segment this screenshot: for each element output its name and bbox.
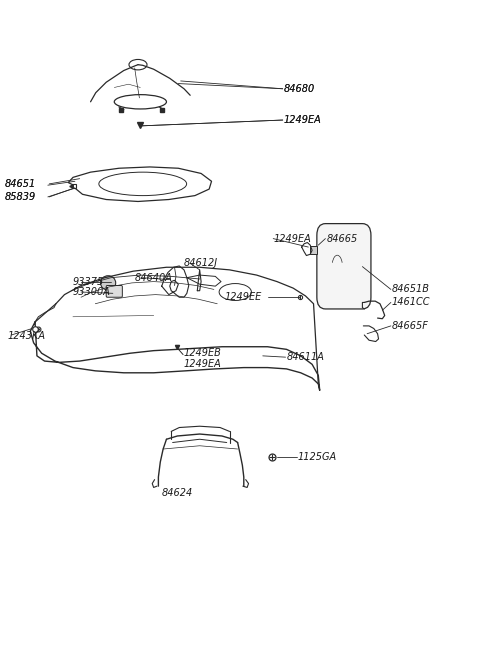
Text: 93375: 93375 — [73, 277, 104, 286]
Text: 85839: 85839 — [5, 192, 36, 202]
FancyBboxPatch shape — [310, 246, 317, 254]
Text: 1243KA: 1243KA — [8, 331, 46, 342]
Text: 1249EA: 1249EA — [284, 115, 322, 125]
Text: 1249EA: 1249EA — [284, 115, 322, 125]
Text: 84651B: 84651B — [392, 284, 430, 294]
Text: 1461CC: 1461CC — [392, 298, 431, 307]
Text: 84651: 84651 — [5, 179, 36, 189]
Text: 1249EA: 1249EA — [273, 234, 311, 244]
Text: 84612J: 84612J — [184, 258, 218, 268]
Text: 84665: 84665 — [326, 234, 358, 244]
FancyBboxPatch shape — [106, 286, 122, 297]
Text: 93300A: 93300A — [73, 287, 111, 297]
Text: 1249EE: 1249EE — [225, 292, 262, 302]
Text: 1125GA: 1125GA — [298, 453, 337, 463]
Text: 1249EA: 1249EA — [184, 359, 222, 369]
Text: 84640A: 84640A — [135, 273, 172, 283]
Text: 84665F: 84665F — [392, 321, 429, 331]
Text: 84680: 84680 — [284, 84, 315, 94]
Text: 84680: 84680 — [284, 84, 315, 94]
Text: 84624: 84624 — [162, 487, 193, 497]
Text: 84611A: 84611A — [287, 352, 324, 362]
Text: 84651: 84651 — [5, 179, 36, 189]
Ellipse shape — [100, 276, 116, 290]
Text: 85839: 85839 — [5, 192, 36, 202]
Text: 1249EB: 1249EB — [184, 348, 222, 358]
FancyBboxPatch shape — [317, 223, 371, 309]
